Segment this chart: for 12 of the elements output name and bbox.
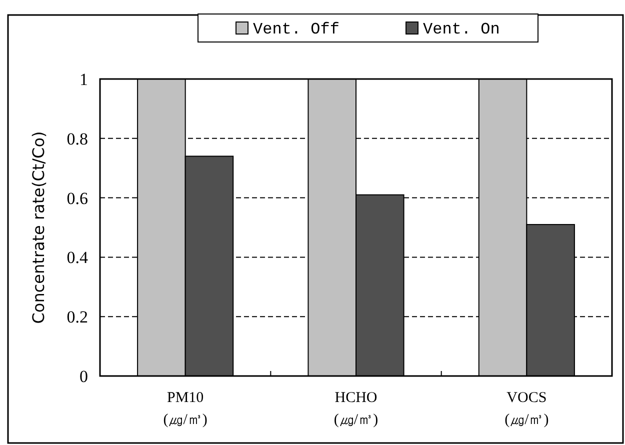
y-tick-label: 0.8 [66, 129, 88, 148]
y-tick-label: 0.6 [66, 188, 88, 208]
y-tick-label: 1 [80, 70, 88, 89]
y-tick-label: 0.4 [66, 248, 88, 268]
x-tick-label: HCHO (㎍/㎥) [334, 390, 378, 428]
legend-label: Vent. On [423, 20, 500, 39]
y-tick-label: 0 [80, 366, 88, 386]
y-tick-label: 0.2 [66, 308, 88, 327]
y-axis-title: Concentrate rate(Ct/Co) [29, 131, 48, 324]
x-tick-label: VOCS (㎍/㎥) [504, 390, 549, 428]
x-tick-label: PM10 (㎍/㎥) [163, 390, 208, 428]
legend-label: Vent. Off [253, 20, 340, 39]
